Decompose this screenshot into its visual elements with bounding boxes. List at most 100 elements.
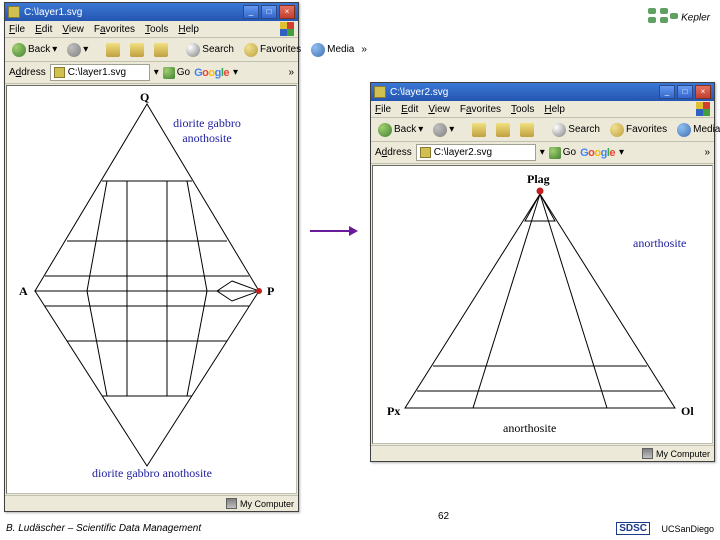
- menu-help[interactable]: Help: [178, 24, 199, 35]
- favorites-icon: [244, 43, 258, 57]
- window-title-2: C:\layer2.svg: [390, 87, 659, 98]
- file-icon: [8, 6, 20, 18]
- close-button[interactable]: ×: [279, 5, 295, 19]
- kepler-logo: Kepler: [648, 8, 710, 28]
- forward-icon: [433, 123, 447, 137]
- content-2: Plag Px Ol anorthosite anorthosite: [372, 165, 713, 444]
- arrow-right: [310, 230, 350, 232]
- file-icon: [374, 86, 386, 98]
- go-button[interactable]: Go: [549, 147, 576, 159]
- address-input-1[interactable]: C:\layer1.svg: [50, 64, 150, 81]
- file-icon: [420, 147, 431, 158]
- windows-logo-icon: [280, 22, 294, 36]
- toolbar-1: Back ▾ ▾ Search Favorites Media »: [5, 38, 298, 62]
- content-1: Q diorite gabbro anothosite A P diorite …: [6, 85, 297, 494]
- back-button[interactable]: Back ▾: [9, 42, 60, 58]
- sdsc-logo: SDSC: [616, 523, 650, 534]
- search-button[interactable]: Search: [549, 122, 603, 138]
- address-label-2: Address: [375, 147, 412, 158]
- minimize-button[interactable]: _: [659, 85, 675, 99]
- google-logo: Google: [194, 67, 229, 79]
- address-bar-1: Address C:\layer1.svg ▾ Go Google ▾ »: [5, 62, 298, 84]
- forward-button[interactable]: ▾: [64, 42, 91, 58]
- file-icon: [54, 67, 65, 78]
- forward-button[interactable]: ▾: [430, 122, 457, 138]
- address-dropdown[interactable]: ▾: [540, 147, 545, 158]
- stop-button[interactable]: [469, 122, 489, 138]
- refresh-icon: [496, 123, 510, 137]
- favorites-button[interactable]: Favorites: [241, 42, 304, 58]
- menu-file[interactable]: File: [9, 24, 25, 35]
- menu-help[interactable]: Help: [544, 104, 565, 115]
- back-icon: [378, 123, 392, 137]
- toolbar-2: Back ▾ ▾ Search Favorites Media »: [371, 118, 714, 142]
- search-label: Search: [568, 124, 600, 135]
- google-dropdown[interactable]: ▾: [619, 147, 624, 158]
- back-label: Back: [28, 44, 50, 55]
- google-logo: Google: [580, 147, 615, 159]
- statusbar-2: My Computer: [371, 445, 714, 461]
- menu-edit[interactable]: Edit: [401, 104, 418, 115]
- menu-view[interactable]: View: [428, 104, 450, 115]
- back-button[interactable]: Back ▾: [375, 122, 426, 138]
- go-label: Go: [563, 147, 576, 158]
- favorites-label: Favorites: [260, 44, 301, 55]
- stop-button[interactable]: [103, 42, 123, 58]
- browser-window-1: C:\layer1.svg _ □ × File Edit View Favor…: [4, 2, 299, 512]
- stop-icon: [106, 43, 120, 57]
- menu-edit[interactable]: Edit: [35, 24, 52, 35]
- window-buttons-2: _ □ ×: [659, 85, 711, 99]
- toolbar-more[interactable]: »: [361, 44, 367, 55]
- menu-favorites[interactable]: Favorites: [460, 104, 501, 115]
- address-text: C:\layer1.svg: [68, 67, 126, 78]
- search-label: Search: [202, 44, 234, 55]
- close-button[interactable]: ×: [695, 85, 711, 99]
- minimize-button[interactable]: _: [243, 5, 259, 19]
- statusbar-1: My Computer: [5, 495, 298, 511]
- go-label: Go: [177, 67, 190, 78]
- search-button[interactable]: Search: [183, 42, 237, 58]
- refresh-button[interactable]: [127, 42, 147, 58]
- address-label-1: Address: [9, 67, 46, 78]
- address-bar-2: Address C:\layer2.svg ▾ Go Google ▾ »: [371, 142, 714, 164]
- menu-favorites[interactable]: Favorites: [94, 24, 135, 35]
- search-icon: [186, 43, 200, 57]
- home-button[interactable]: [517, 122, 537, 138]
- maximize-button[interactable]: □: [261, 5, 277, 19]
- windows-logo-icon: [696, 102, 710, 116]
- my-computer-icon: [226, 498, 237, 509]
- media-icon: [677, 123, 691, 137]
- menu-tools[interactable]: Tools: [145, 24, 168, 35]
- ucsd-logo: UCSanDiego: [661, 524, 714, 534]
- media-button[interactable]: Media: [308, 42, 357, 58]
- home-button[interactable]: [151, 42, 171, 58]
- kepler-text: Kepler: [681, 13, 710, 24]
- maximize-button[interactable]: □: [677, 85, 693, 99]
- favorites-label: Favorites: [626, 124, 667, 135]
- go-button[interactable]: Go: [163, 67, 190, 79]
- address-input-2[interactable]: C:\layer2.svg: [416, 144, 536, 161]
- addrbar-more[interactable]: »: [704, 147, 710, 158]
- search-icon: [552, 123, 566, 137]
- status-text-1: My Computer: [240, 499, 294, 509]
- go-icon: [163, 67, 175, 79]
- browser-window-2: C:\layer2.svg _ □ × File Edit View Favor…: [370, 82, 715, 462]
- menu-tools[interactable]: Tools: [511, 104, 534, 115]
- addrbar-more[interactable]: »: [288, 67, 294, 78]
- page-number: 62: [438, 511, 449, 522]
- google-dropdown[interactable]: ▾: [233, 67, 238, 78]
- menu-file[interactable]: File: [375, 104, 391, 115]
- address-dropdown[interactable]: ▾: [154, 67, 159, 78]
- kepler-icon: [648, 8, 678, 28]
- home-icon: [154, 43, 168, 57]
- media-button[interactable]: Media: [674, 122, 720, 138]
- status-text-2: My Computer: [656, 449, 710, 459]
- diamond-diagram: [7, 86, 297, 494]
- favorites-button[interactable]: Favorites: [607, 122, 670, 138]
- sdsc-text: SDSC: [616, 522, 650, 535]
- menu-view[interactable]: View: [62, 24, 84, 35]
- refresh-button[interactable]: [493, 122, 513, 138]
- titlebar-2: C:\layer2.svg _ □ ×: [371, 83, 714, 101]
- media-label: Media: [693, 124, 720, 135]
- menubar-1: File Edit View Favorites Tools Help: [5, 21, 298, 38]
